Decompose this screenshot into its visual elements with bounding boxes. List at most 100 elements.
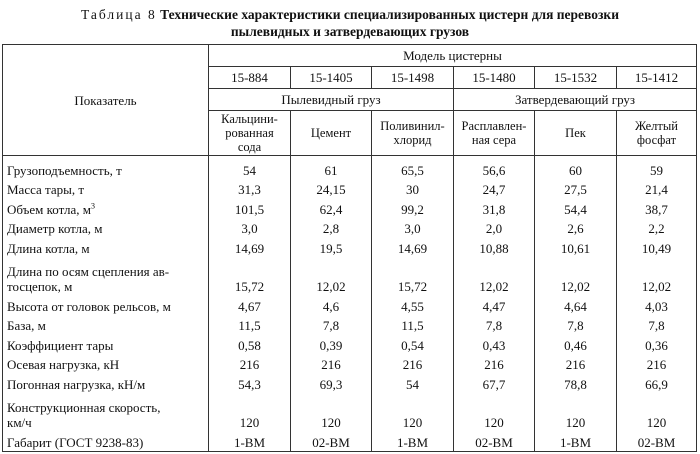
value-cell: 31,3 xyxy=(208,178,291,199)
value-cell: 14,69 xyxy=(371,237,454,257)
table-row: Грузоподъемность, т 54 61 65,5 56,6 60 59 xyxy=(2,155,697,179)
value-cell: 02-ВМ xyxy=(453,430,535,452)
value-cell: 1-ВМ xyxy=(371,430,454,452)
value-cell: 216 xyxy=(453,353,535,374)
model-number: 15-1498 xyxy=(371,66,454,89)
value-cell: 54 xyxy=(208,155,291,179)
value-cell: 7,8 xyxy=(616,314,697,335)
value-cell: 10,88 xyxy=(453,237,535,257)
value-cell: 101,5 xyxy=(208,198,291,218)
cargo-name: Кальцини- рованная сода xyxy=(208,110,291,156)
value-cell: 62,4 xyxy=(290,198,372,218)
value-cell: 54,4 xyxy=(534,198,617,218)
table-row: Конструкционная скорость, км/ч 120 120 120 1… xyxy=(2,392,697,431)
table-row: Коэффициент тары 0,58 0,39 0,54 0,43 0,46 0,36 xyxy=(2,334,697,354)
value-cell: 12,02 xyxy=(290,256,372,295)
value-cell: 4,64 xyxy=(534,294,617,315)
indicator-label: Грузоподъемность, т xyxy=(7,162,122,178)
value-cell: 0,43 xyxy=(453,334,535,354)
value-cell: 120 xyxy=(453,392,535,431)
value-cell: 0,36 xyxy=(616,334,697,354)
value-cell: 60 xyxy=(534,155,617,179)
model-number: 15-1412 xyxy=(616,66,697,89)
value-cell: 120 xyxy=(371,392,454,431)
value-cell: 02-ВМ xyxy=(290,430,372,452)
value-cell: 7,8 xyxy=(290,314,372,335)
value-cell: 02-ВМ xyxy=(616,430,697,452)
cargo-group-dusty: Пылевидный груз xyxy=(208,88,454,111)
table-title-line2: пылевидных и затвердевающих грузов xyxy=(230,24,470,39)
value-cell: 4,03 xyxy=(616,294,697,315)
value-cell: 65,5 xyxy=(371,155,454,179)
model-number: 15-1480 xyxy=(453,66,535,89)
value-cell: 69,3 xyxy=(290,373,372,393)
cargo-group-hardening: Затвердевающий груз xyxy=(453,88,697,111)
value-cell: 15,72 xyxy=(371,256,454,295)
unit-superscript: 3 xyxy=(90,201,95,211)
value-cell: 4,55 xyxy=(371,294,454,315)
indicator-name: Масса тары, т xyxy=(2,178,209,199)
value-cell: 56,6 xyxy=(453,155,535,179)
value-cell: 2,6 xyxy=(534,217,617,238)
value-cell: 14,69 xyxy=(208,237,291,257)
value-cell: 54 xyxy=(371,373,454,393)
table-row: Длина по осям сцепления ав- тосцепок, м 1… xyxy=(2,256,697,295)
value-cell: 19,5 xyxy=(290,237,372,257)
cargo-name: Поливинил- хлорид xyxy=(371,110,454,156)
value-cell: 0,46 xyxy=(534,334,617,354)
value-cell: 4,6 xyxy=(290,294,372,315)
cargo-name: Расплавлен- ная сера xyxy=(453,110,535,156)
value-cell: 216 xyxy=(371,353,454,374)
indicator-label: Габарит (ГОСТ 9238-83) xyxy=(7,434,144,450)
table-row: Диаметр котла, м 3,0 2,8 3,0 2,0 2,6 2,2 xyxy=(2,217,697,238)
value-cell: 1-ВМ xyxy=(534,430,617,452)
value-cell: 30 xyxy=(371,178,454,199)
indicator-name: Грузоподъемность, т xyxy=(2,155,209,179)
model-number: 15-1532 xyxy=(534,66,617,89)
value-cell: 59 xyxy=(616,155,697,179)
value-cell: 27,5 xyxy=(534,178,617,199)
value-cell: 10,61 xyxy=(534,237,617,257)
indicator-label: Масса тары, т xyxy=(7,182,85,198)
value-cell: 99,2 xyxy=(371,198,454,218)
value-cell: 120 xyxy=(616,392,697,431)
value-cell: 12,02 xyxy=(453,256,535,295)
value-cell: 120 xyxy=(208,392,291,431)
table-caption: Таблица 8 Технические характеристики спе… xyxy=(0,6,700,40)
indicator-label: Высота от головок рельсов, м xyxy=(7,298,171,314)
table-row: Погонная нагрузка, кН/м 54,3 69,3 54 67,7 78,… xyxy=(2,373,697,393)
value-cell: 2,8 xyxy=(290,217,372,238)
value-cell: 24,15 xyxy=(290,178,372,199)
cargo-name: Желтый фосфат xyxy=(616,110,697,156)
value-cell: 216 xyxy=(616,353,697,374)
indicator-label: Конструкционная скорость, км/ч xyxy=(7,399,161,430)
value-cell: 12,02 xyxy=(616,256,697,295)
value-cell: 61 xyxy=(290,155,372,179)
table-row: Объем котла, м3 101,5 62,4 99,2 31,8 54,4 38,7 xyxy=(2,198,697,218)
value-cell: 10,49 xyxy=(616,237,697,257)
value-cell: 4,47 xyxy=(453,294,535,315)
value-cell: 120 xyxy=(290,392,372,431)
value-cell: 4,67 xyxy=(208,294,291,315)
indicator-label: Диаметр котла, м xyxy=(7,221,103,237)
table-row: База, м 11,5 7,8 11,5 7,8 7,8 7,8 xyxy=(2,314,697,335)
table-title: Технические характеристики специализиров… xyxy=(160,7,619,22)
indicator-label: Коэффициент тары xyxy=(7,337,114,353)
value-cell: 3,0 xyxy=(371,217,454,238)
value-cell: 7,8 xyxy=(453,314,535,335)
indicator-name: Длина котла, м xyxy=(2,237,209,257)
table-row: Осевая нагрузка, кН 216 216 216 216 216 216 xyxy=(2,353,697,374)
value-cell: 12,02 xyxy=(534,256,617,295)
table-row: Высота от головок рельсов, м 4,67 4,6 4,55 4… xyxy=(2,294,697,315)
model-group-header: Модель цистерны xyxy=(208,44,697,67)
indicator-label: Погонная нагрузка, кН/м xyxy=(7,376,146,392)
value-cell: 54,3 xyxy=(208,373,291,393)
indicator-name: Диаметр котла, м xyxy=(2,217,209,238)
table-row: Габарит (ГОСТ 9238-83) 1-ВМ 02-ВМ 1-ВМ 02-ВМ… xyxy=(2,430,697,452)
cargo-name: Цемент xyxy=(290,110,372,156)
table-row: Длина котла, м 14,69 19,5 14,69 10,88 10,61 10… xyxy=(2,237,697,257)
indicator-name: Коэффициент тары xyxy=(2,334,209,354)
indicator-name: Габарит (ГОСТ 9238-83) xyxy=(2,430,209,452)
value-cell: 3,0 xyxy=(208,217,291,238)
indicator-name: Объем котла, м3 xyxy=(2,198,209,218)
